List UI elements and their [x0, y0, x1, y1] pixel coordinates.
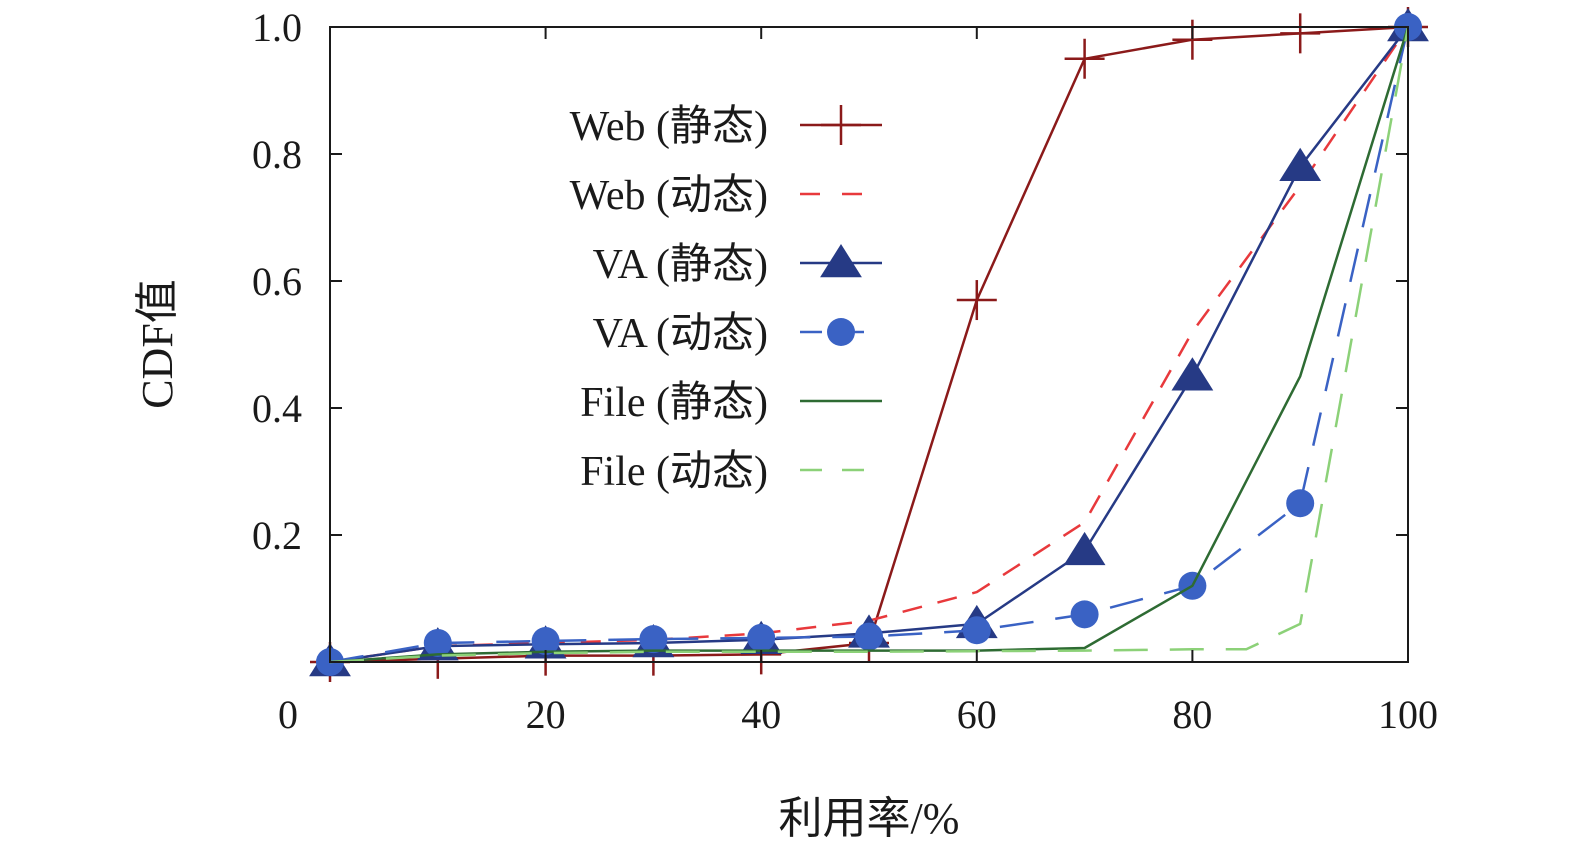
- x-tick-label: 60: [957, 692, 997, 737]
- legend-label: File (静态): [580, 380, 768, 426]
- legend: Web (静态) Web (动态) VA (静态) VA (动态) File (静态) F…: [570, 104, 882, 495]
- y-tick-label: 0.2: [252, 513, 302, 558]
- data-point: [531, 627, 560, 656]
- series-line: [329, 26, 1410, 664]
- y-axis-title: CDF值: [133, 279, 182, 409]
- series-line: [329, 26, 1410, 664]
- series-line: [329, 26, 1410, 664]
- data-point: [1286, 489, 1315, 518]
- series-2: [309, 8, 1429, 677]
- x-tick-label: 80: [1172, 692, 1212, 737]
- data-point: [1063, 531, 1106, 566]
- x-tick-label: 100: [1378, 692, 1438, 737]
- legend-label: Web (动态): [570, 173, 768, 219]
- data-point: [1171, 357, 1214, 391]
- legend-marker: [820, 244, 862, 278]
- legend-label: File (动态): [580, 449, 768, 495]
- data-point: [423, 628, 452, 657]
- legend-label: VA (动态): [593, 311, 768, 357]
- series-5: [329, 26, 1410, 664]
- x-axis-title: 利用率/%: [779, 794, 960, 843]
- x-tick-label: 0: [278, 692, 298, 737]
- series-3: [316, 13, 1422, 676]
- y-tick-label: 0.4: [252, 386, 302, 431]
- series-4: [329, 26, 1410, 664]
- x-tick-label: 20: [526, 692, 566, 737]
- legend-label: VA (静态): [593, 242, 768, 288]
- data-point: [962, 616, 991, 645]
- series-line: [329, 25, 1409, 664]
- legend-marker: [821, 105, 861, 145]
- legend-marker: [827, 318, 855, 346]
- legend-label: Web (静态): [570, 104, 768, 150]
- series-1: [329, 26, 1410, 664]
- y-tick-label: 0.6: [252, 259, 302, 304]
- marks-layer: [309, 7, 1429, 682]
- series-line: [329, 26, 1410, 664]
- data-point: [855, 622, 883, 651]
- plot-frame: [329, 26, 1409, 663]
- data-point: [1172, 19, 1213, 60]
- series-line: [329, 26, 1409, 664]
- data-point: [1279, 147, 1322, 181]
- y-tick-label: 1.0: [252, 5, 302, 50]
- y-tick-label: 0.8: [252, 132, 302, 177]
- data-point: [1070, 600, 1099, 629]
- data-point: [1064, 38, 1105, 79]
- data-point: [956, 280, 997, 321]
- ticks-layer: 0 20 40 60 80 100 0.2 0.4 0.6 0.8 1.0: [252, 5, 1438, 737]
- series-0: [310, 7, 1428, 682]
- data-point: [1280, 13, 1321, 54]
- x-tick-label: 40: [741, 692, 781, 737]
- data-point: [747, 623, 776, 652]
- data-point: [639, 625, 668, 654]
